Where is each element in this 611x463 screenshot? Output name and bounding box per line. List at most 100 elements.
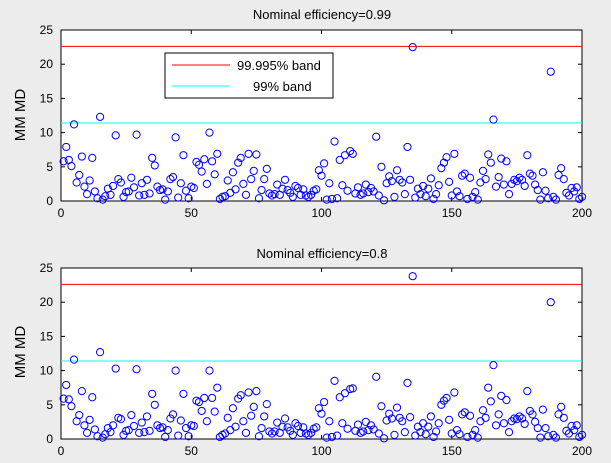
data-point — [450, 388, 459, 397]
data-point — [541, 423, 550, 433]
data-point — [538, 405, 548, 414]
plot-content: 0 50 100 150 200 0 5 10 15 20 25 — [40, 261, 593, 458]
data-point — [575, 432, 584, 442]
data-point — [338, 181, 347, 190]
data-point — [124, 426, 133, 435]
data-point — [296, 428, 305, 437]
data-point — [512, 415, 521, 424]
data-point — [75, 170, 84, 180]
data-point — [570, 187, 579, 196]
data-point — [471, 426, 480, 435]
data-point — [327, 432, 337, 442]
x-tick-label: 100 — [311, 206, 331, 220]
data-point — [67, 162, 76, 171]
data-point — [408, 43, 417, 52]
data-point — [385, 172, 394, 181]
data-point — [200, 155, 209, 164]
data-point — [241, 428, 251, 437]
data-point — [179, 389, 188, 398]
data-point — [463, 194, 472, 204]
data-point — [236, 391, 245, 400]
data-point — [515, 173, 524, 182]
data-point — [445, 415, 454, 424]
data-point — [239, 179, 248, 188]
data-point — [338, 419, 347, 428]
data-point — [90, 425, 99, 434]
data-point — [171, 133, 180, 142]
data-point — [497, 154, 506, 163]
data-point — [403, 142, 412, 152]
y-tick-label: 20 — [40, 295, 54, 309]
data-point — [387, 414, 396, 423]
data-point — [432, 427, 441, 436]
data-point — [429, 194, 438, 204]
legend-box — [164, 52, 334, 99]
data-point — [424, 184, 433, 193]
data-point — [254, 432, 264, 441]
data-point — [525, 169, 535, 178]
data-point — [280, 414, 290, 423]
data-point — [270, 427, 279, 436]
data-point — [460, 169, 469, 178]
data-point — [458, 410, 467, 419]
data-point — [257, 185, 266, 195]
data-point — [424, 422, 433, 431]
data-point — [465, 411, 475, 420]
data-point — [148, 389, 157, 398]
data-point — [439, 158, 449, 167]
data-point — [481, 413, 490, 422]
data-point — [132, 365, 141, 374]
data-point — [103, 423, 112, 433]
data-point — [437, 164, 446, 173]
data-point — [174, 193, 183, 202]
data-point — [426, 412, 436, 421]
data-point — [231, 422, 240, 431]
data-point — [314, 404, 323, 413]
data-point — [426, 174, 436, 183]
data-point — [359, 427, 368, 436]
data-point — [348, 149, 357, 158]
data-point — [377, 402, 386, 411]
data-point — [202, 417, 211, 426]
data-point — [372, 132, 381, 141]
data-point — [546, 298, 555, 307]
data-point — [455, 430, 464, 439]
x-tick-label: 200 — [572, 444, 592, 458]
data-point — [544, 432, 553, 441]
data-point — [320, 159, 329, 168]
data-point — [416, 190, 425, 199]
data-point — [304, 430, 313, 439]
data-point — [247, 175, 256, 184]
data-point — [153, 421, 162, 430]
data-point — [293, 421, 303, 431]
data-point — [140, 190, 149, 199]
data-point — [382, 179, 391, 188]
data-point — [325, 179, 334, 188]
data-point — [132, 130, 141, 139]
data-point — [124, 187, 133, 196]
data-point — [93, 432, 102, 441]
data-point — [533, 185, 542, 195]
data-point — [69, 120, 79, 129]
data-point — [450, 149, 459, 158]
data-point — [223, 413, 232, 422]
data-point — [213, 383, 222, 392]
data-point — [523, 151, 532, 160]
data-point — [59, 157, 68, 166]
data-point — [273, 180, 282, 189]
x-tick-label: 100 — [311, 444, 331, 458]
data-point — [189, 421, 198, 431]
y-axis-label: MM MD — [12, 89, 29, 142]
data-point — [260, 175, 269, 184]
data-point — [432, 190, 441, 199]
data-point — [194, 397, 204, 407]
data-point — [260, 412, 269, 421]
data-point — [489, 361, 498, 370]
data-point — [575, 194, 584, 204]
data-point — [549, 430, 558, 439]
data-point — [405, 175, 415, 184]
data-point — [418, 181, 428, 191]
data-point — [515, 412, 524, 421]
data-point — [559, 413, 568, 422]
